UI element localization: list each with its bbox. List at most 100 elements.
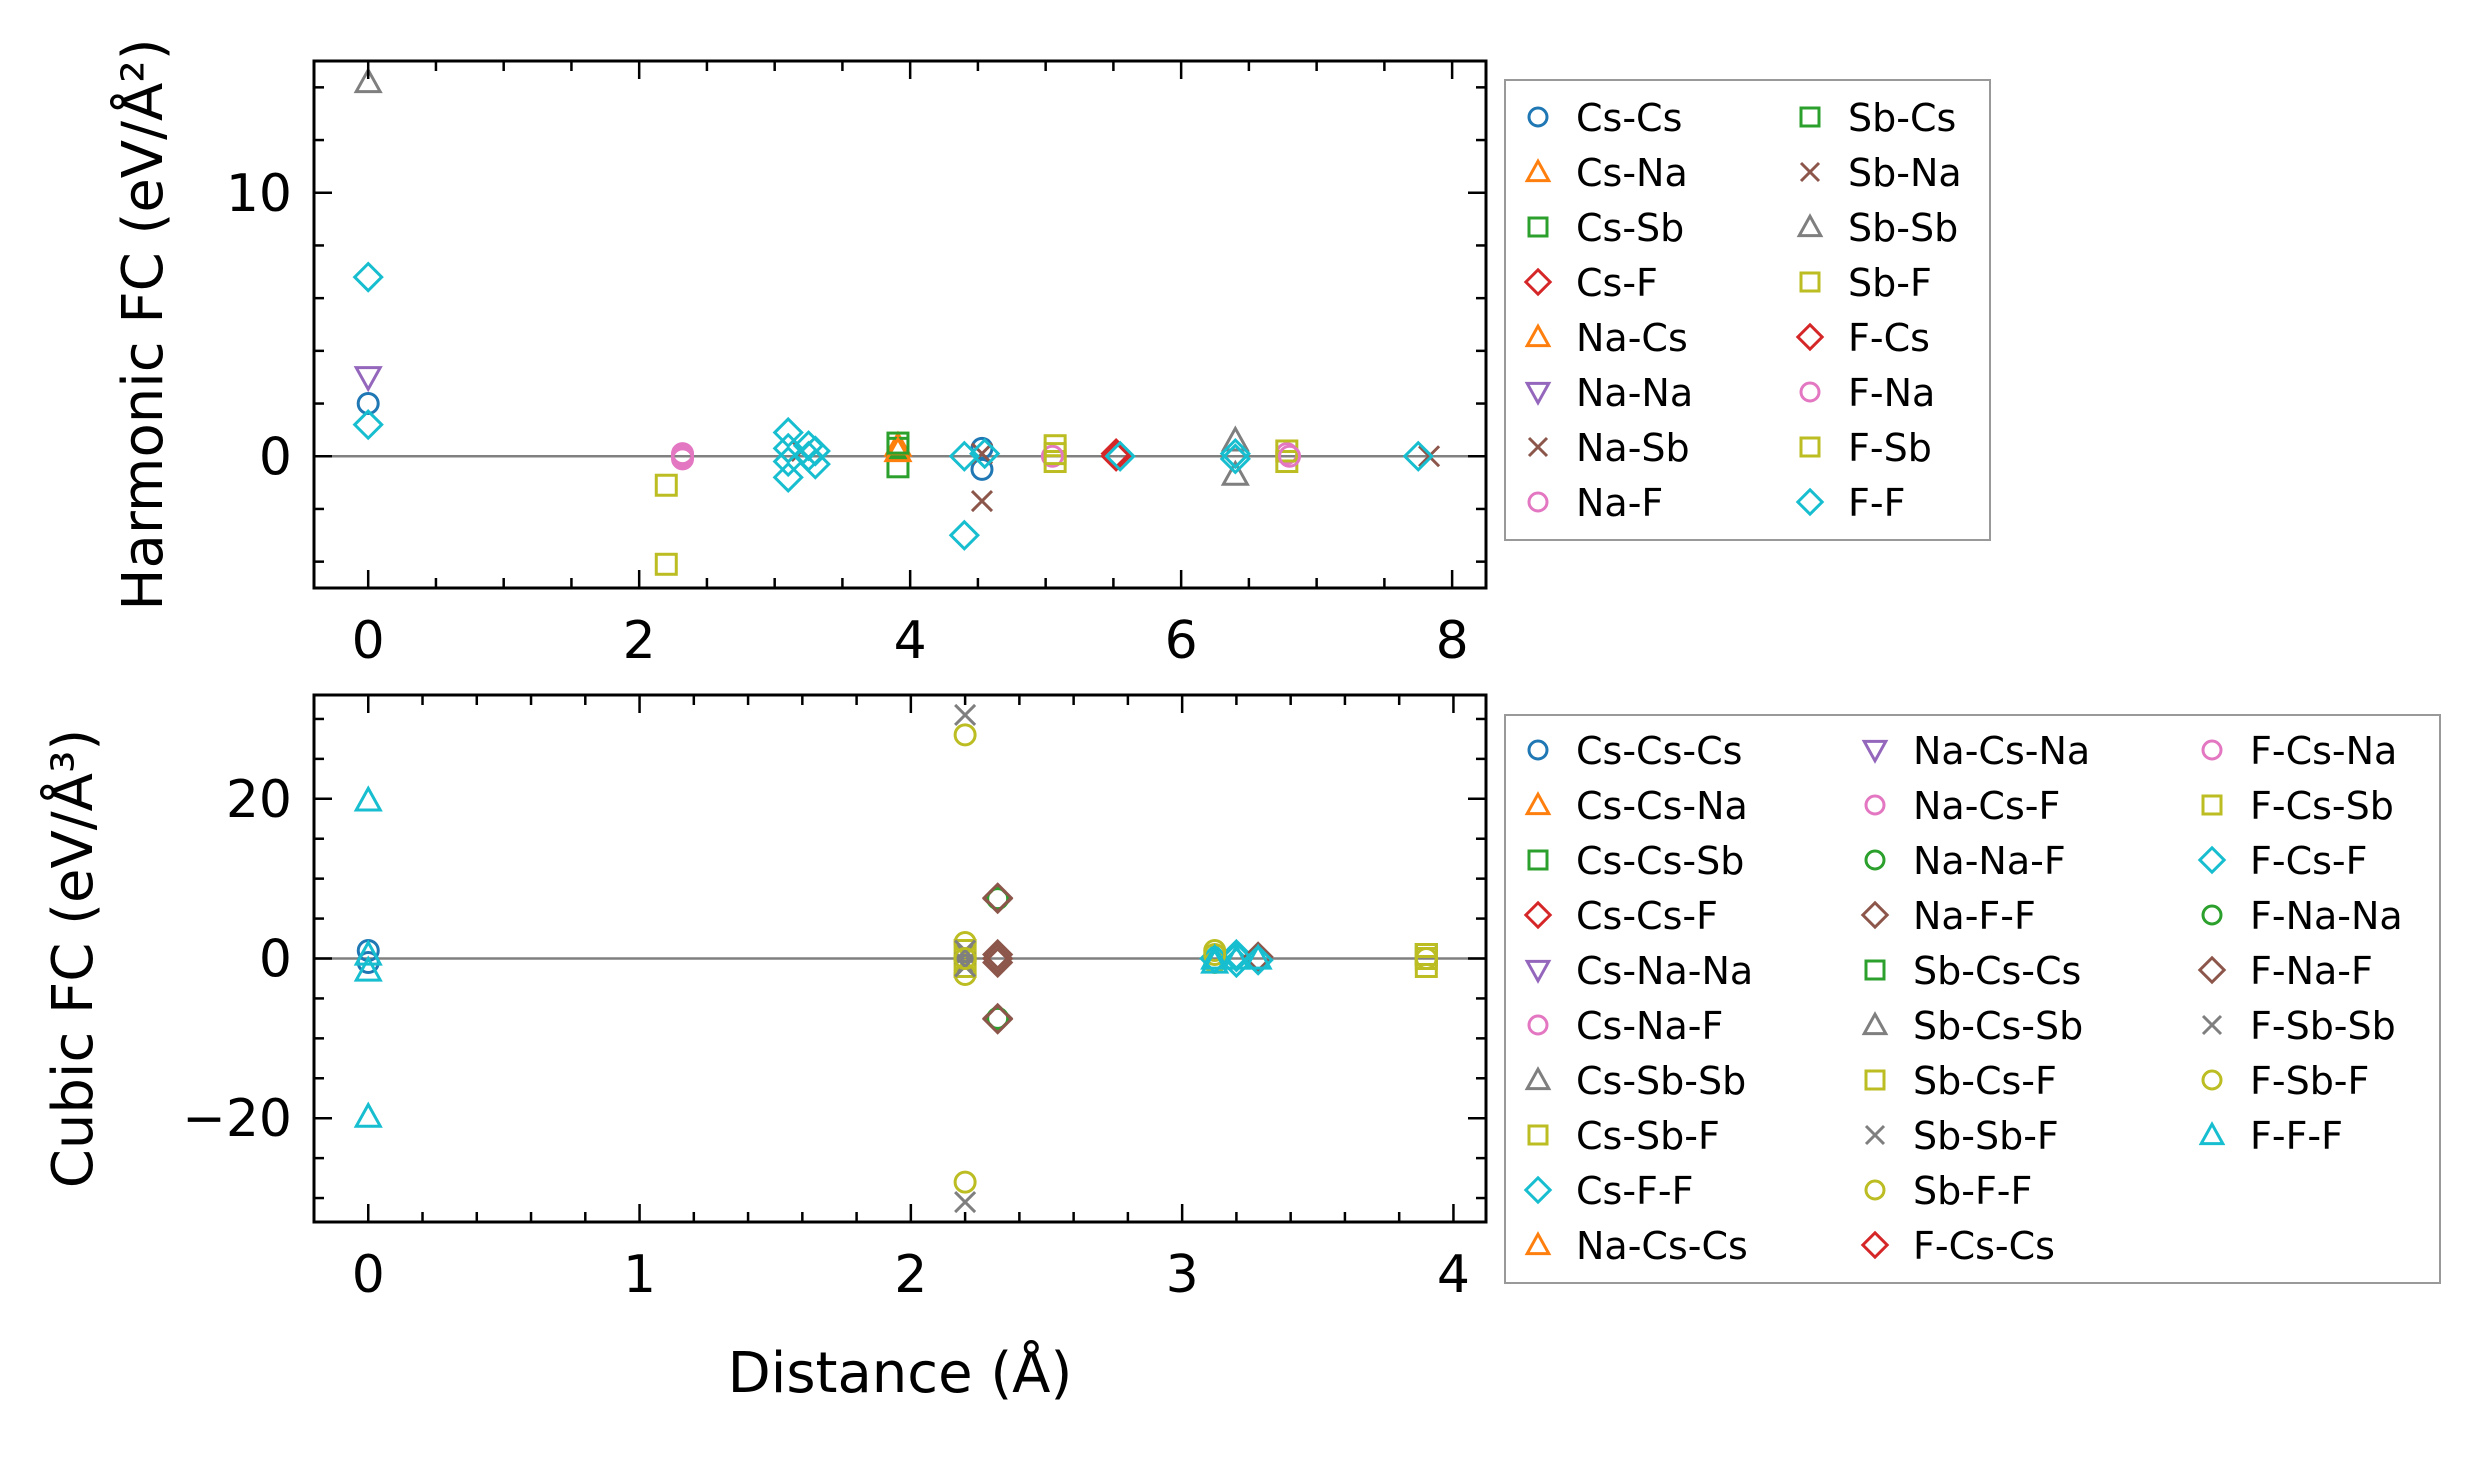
data-point-cs-cs (356, 392, 380, 416)
legend-entry-label: Sb-Cs-Cs (1913, 949, 2081, 993)
data-point-f-f (1104, 440, 1136, 472)
data-point-sb-na (1418, 445, 1441, 468)
legend-entry-label: Na-Na-F (1913, 839, 2066, 883)
data-point-sb-f (654, 552, 678, 576)
legend-entry-label: Cs-Sb (1576, 206, 1684, 250)
legend-entry-label: Sb-Sb (1848, 206, 1958, 250)
legend-entry-label: Cs-Cs-Sb (1576, 839, 1744, 883)
legend-entry-label: Cs-F (1576, 261, 1658, 305)
legend-marker (1796, 213, 1824, 238)
legend-marker (1799, 106, 1821, 128)
legend-marker (1524, 1066, 1552, 1091)
legend-entry-label: F-Sb-F (2250, 1059, 2369, 1103)
legend-marker (1524, 959, 1552, 984)
x-tick-label: 8 (1436, 611, 1469, 671)
legend-marker (1527, 436, 1549, 458)
legend-entry-label: Na-Cs-F (1913, 784, 2060, 828)
legend-entry-label: F-Na (1848, 371, 1935, 415)
y-tick-label: 0 (259, 427, 292, 487)
data-point-na-f-f (982, 946, 1014, 979)
legend-marker (1799, 271, 1821, 293)
legend-marker (2201, 1014, 2223, 1036)
data-point-f-na-na (986, 1006, 1010, 1030)
legend: Cs-Cs-Cs Cs-Cs-Na Cs-Cs-Sb Cs-Cs-F Cs-Na-Na C… (1504, 714, 2441, 1284)
legend-marker (1523, 900, 1553, 930)
harmonic-panel: 0 2 4 6 8 0 10 Harmonic FC (eV/Å²) (110, 38, 1488, 671)
data-point-cs-sb (886, 455, 910, 479)
legend-marker (1864, 959, 1886, 981)
legend-marker (1524, 1231, 1552, 1256)
data-point-f-sb-f (953, 947, 977, 970)
data-point-na-na (353, 366, 383, 393)
legend-marker (1861, 1011, 1889, 1036)
data-point-f-f-f (353, 939, 383, 966)
legend-marker (1527, 739, 1549, 761)
legend-entry-label: Cs-Na (1576, 151, 1688, 195)
legend-marker (1524, 791, 1552, 816)
legend-entry-label: F-Na-F (2250, 949, 2373, 993)
legend-marker (1795, 322, 1825, 352)
legend-marker (1527, 106, 1549, 128)
legend-entry-label: Na-Na (1576, 371, 1693, 415)
legend-entry-label: F-Cs (1848, 316, 1930, 360)
legend-entry-label: Sb-Cs (1848, 96, 1956, 140)
data-point-f-na-f (982, 942, 1014, 975)
y-axis-label: Harmonic FC (eV/Å²) (110, 38, 176, 610)
data-point-f-f-f (1221, 943, 1251, 970)
legend-entry-label: Sb-Na (1848, 151, 1962, 195)
data-point-f-na (671, 444, 695, 468)
data-point-f-f-f (353, 955, 383, 982)
y-tick-label: 20 (226, 770, 292, 830)
legend-entry-label: Sb-F-F (1913, 1169, 2032, 1213)
data-point-f-cs-f (1220, 941, 1253, 973)
data-point-sb-cs-f (1414, 954, 1438, 978)
legend: Cs-Cs Cs-Na Cs-Sb Cs-F Na-Cs Na-Na Na-Sb Na-F Sb… (1504, 79, 1991, 541)
x-tick-label: 2 (623, 611, 656, 671)
legend-marker (1864, 1179, 1886, 1201)
data-point-f-na-f (982, 1003, 1014, 1035)
data-point-f-f-f (353, 785, 383, 812)
legend-entry-label: Na-Cs-Cs (1576, 1224, 1748, 1268)
axes-frame (312, 59, 1488, 590)
legend-marker (1527, 1014, 1549, 1036)
legend-marker (1860, 900, 1890, 930)
x-axis-label: Distance (Å) (728, 1340, 1073, 1406)
data-point-na-sb (970, 489, 994, 513)
legend-marker (1861, 739, 1889, 764)
legend-marker (1523, 1175, 1553, 1205)
legend-entry-label: F-F-F (2250, 1114, 2343, 1158)
cubic-panel: 0 1 2 3 4 −20 0 20 Cubic FC (eV/Å³) Distance (Å) (40, 693, 1488, 1406)
data-point-na-f-f (1242, 941, 1274, 973)
legend-marker (1527, 216, 1549, 238)
legend-entry-label: Cs-Cs-Na (1576, 784, 1748, 828)
legend-marker (2201, 1069, 2223, 1091)
legend-entry-label: Cs-Na-F (1576, 1004, 1723, 1048)
legend-marker (1795, 487, 1825, 517)
legend-entry-label: Cs-Cs (1576, 96, 1682, 140)
legend-entry-label: F-Cs-Sb (2250, 784, 2394, 828)
legend-marker (1799, 161, 1821, 183)
legend-marker (1524, 323, 1552, 348)
data-point-f-f (1219, 443, 1251, 475)
legend-marker (1527, 849, 1549, 871)
legend-entry-label: Cs-Sb-F (1576, 1114, 1720, 1158)
x-tick-label: 1 (623, 1245, 656, 1305)
data-point-f-na (1278, 444, 1302, 468)
legend-entry-label: Na-Cs (1576, 316, 1688, 360)
data-point-f-f (948, 519, 980, 551)
legend-marker (2201, 739, 2223, 761)
legend-marker (1864, 1124, 1886, 1146)
data-point-sb-sb (1220, 425, 1250, 452)
legend-entry-label: Sb-Sb-F (1913, 1114, 2059, 1158)
legend-entry-label: Cs-Sb-Sb (1576, 1059, 1746, 1103)
x-tick-label: 2 (894, 1245, 927, 1305)
x-tick-label: 3 (1166, 1245, 1199, 1305)
data-point-f-sb-sb (954, 939, 977, 962)
data-point-f-f-f (353, 1101, 383, 1128)
legend-marker (2197, 955, 2227, 985)
legend-marker (1524, 158, 1552, 183)
legend-marker (1527, 491, 1549, 513)
legend-entry-label: Na-Cs-Na (1913, 729, 2090, 773)
y-tick-label: 0 (259, 930, 292, 990)
